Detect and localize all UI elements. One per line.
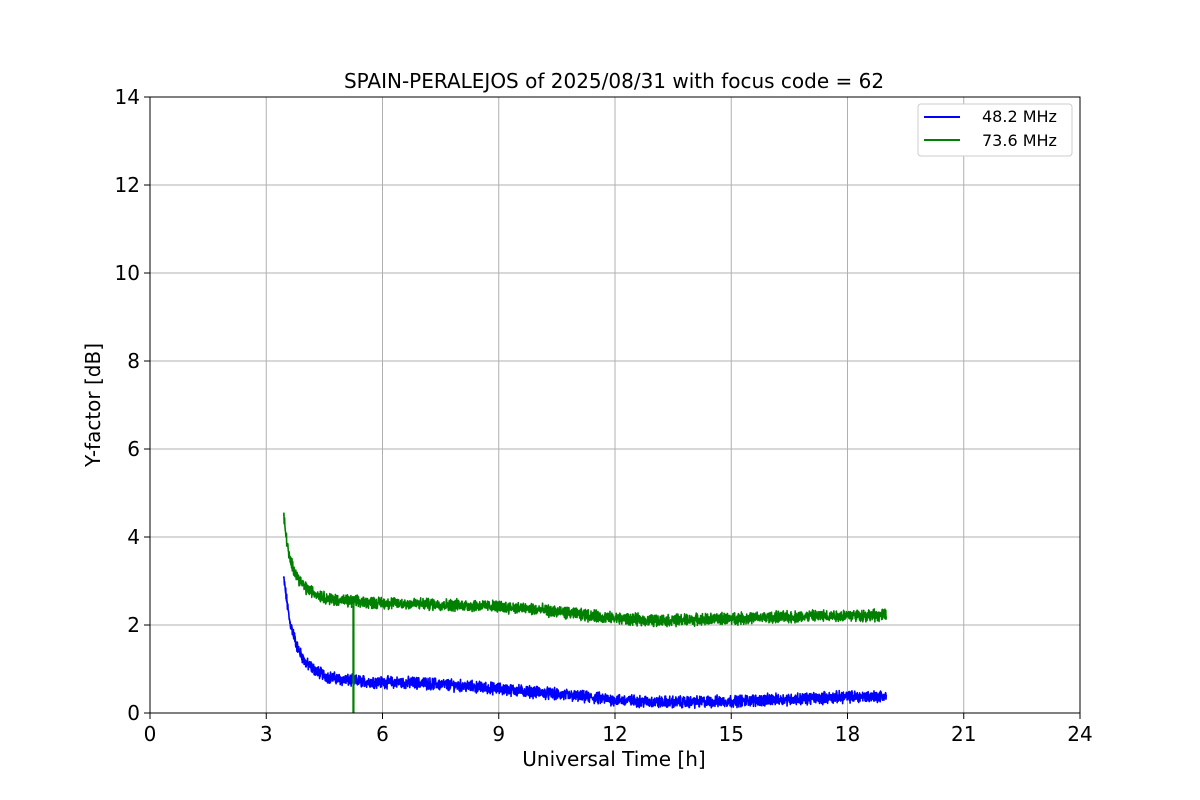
x-axis-label: Universal Time [h]: [522, 747, 705, 771]
x-tick-label: 9: [492, 722, 505, 746]
y-tick-label: 14: [115, 85, 140, 109]
x-tick-label: 12: [602, 722, 627, 746]
series-line-1: [282, 576, 888, 710]
series-line-2: [282, 512, 888, 628]
y-tick-label: 4: [127, 525, 140, 549]
y-axis-ticks: 0 2 4 6 8 10 12 14: [115, 85, 150, 725]
y-tick-label: 6: [127, 437, 140, 461]
y-axis-label: Y-factor [dB]: [81, 343, 105, 468]
y-tick-label: 10: [115, 261, 140, 285]
y-tick-label: 2: [127, 613, 140, 637]
x-tick-label: 15: [719, 722, 744, 746]
x-tick-label: 6: [376, 722, 389, 746]
chart-title: SPAIN-PERALEJOS of 2025/08/31 with focus…: [344, 69, 884, 93]
y-tick-label: 12: [115, 173, 140, 197]
x-tick-label: 0: [144, 722, 157, 746]
x-tick-label: 21: [951, 722, 976, 746]
chart-legend: 48.2 MHz 73.6 MHz: [917, 103, 1073, 157]
legend-label-series-1: 48.2 MHz: [982, 107, 1057, 126]
legend-label-series-2: 73.6 MHz: [982, 131, 1057, 150]
x-tick-label: 3: [260, 722, 273, 746]
x-tick-label: 24: [1067, 722, 1092, 746]
y-tick-label: 0: [127, 701, 140, 725]
series-layer: [282, 512, 888, 713]
x-tick-label: 18: [835, 722, 860, 746]
y-tick-label: 8: [127, 349, 140, 373]
x-axis-ticks: 0 3 6 9 12 15 18 21 24: [144, 713, 1093, 746]
